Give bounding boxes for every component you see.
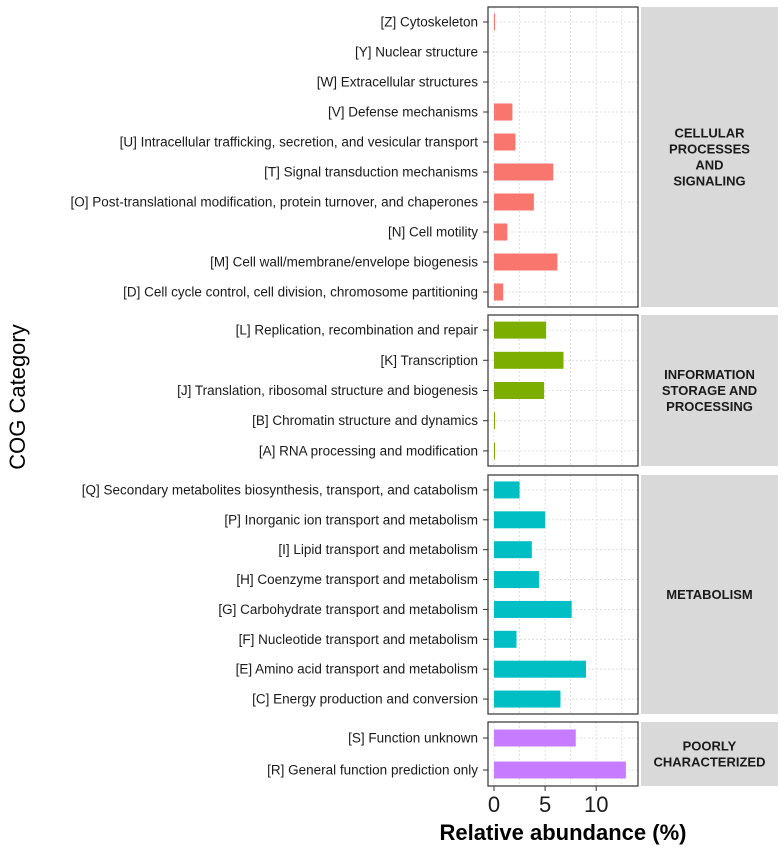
facet-strip-label: CHARACTERIZED [654,755,766,770]
bar-c-energy-production-and-conversion [494,690,561,708]
category-label: [G] Carbohydrate transport and metabolis… [218,602,478,617]
x-axis: 0 5 10 [488,786,608,817]
panel-information-storage-and-processing: [L] Replication, recombination and repai… [177,314,778,467]
category-label: [W] Extracellular structures [317,75,479,90]
category-label: [C] Energy production and conversion [252,692,478,707]
category-label: [A] RNA processing and modification [259,443,478,458]
facet-strip-label: PROCESSES [669,142,750,157]
category-label: [R] General function prediction only [267,763,478,778]
bar-p-inorganic-ion-transport-and-metabolism [494,511,546,529]
facet-strip-label: PROCESSING [666,399,753,414]
bar-e-amino-acid-transport-and-metabolism [494,660,586,678]
bar-z-cytoskeleton [494,13,496,31]
category-label: [F] Nucleotide transport and metabolism [239,632,478,647]
bar-h-coenzyme-transport-and-metabolism [494,571,539,589]
bar-q-secondary-metabolites-biosynthesis-transport-and-catabolism [494,481,520,499]
category-label: [Q] Secondary metabolites biosynthesis, … [82,482,478,497]
panel-border [487,314,639,467]
category-label: [K] Transcription [380,353,478,368]
bar-k-transcription [494,351,564,369]
bar-d-cell-cycle-control-cell-division-chromosome-partitioning [494,283,504,301]
category-label: [Y] Nuclear structure [355,45,478,60]
bar-l-replication-recombination-and-repair [494,321,547,339]
facet-strip-label: INFORMATION [664,367,755,382]
category-label: [O] Post-translational modification, pro… [71,195,479,210]
x-tick-label: 10 [584,792,608,817]
chart-panels: [Z] Cytoskeleton [Y] Nuclear structure [W]… [71,6,778,787]
bar-a-rna-processing-and-modification [494,442,496,460]
bar-n-cell-motility [494,223,508,241]
bar-v-defense-mechanisms [494,103,513,121]
panel-metabolism: [Q] Secondary metabolites biosynthesis, … [82,474,778,715]
facet-strip [641,722,778,786]
panel-border [487,6,639,308]
facet-strip [641,315,778,466]
x-tick-label: 0 [488,792,500,817]
facet-strip [641,7,778,307]
panel-poorly-characterized: [S] Function unknown [R] General function… [267,721,778,787]
facet-strip-label: SIGNALING [673,174,745,189]
category-label: [M] Cell wall/membrane/envelope biogenes… [210,255,478,270]
bar-b-chromatin-structure-and-dynamics [494,412,496,430]
y-axis-title: COG Category [5,324,30,470]
category-label: [S] Function unknown [348,731,478,746]
bar-f-nucleotide-transport-and-metabolism [494,630,517,648]
facet-strip-label: AND [695,158,723,173]
facet-strip [641,475,778,714]
panel-border [487,474,639,715]
category-label: [P] Inorganic ion transport and metaboli… [224,512,478,527]
category-label: [L] Replication, recombination and repai… [236,323,479,338]
category-label: [I] Lipid transport and metabolism [278,542,478,557]
panel-cellular-processes-and-signaling: [Z] Cytoskeleton [Y] Nuclear structure [W]… [71,6,778,308]
bar-r-general-function-prediction-only [494,761,626,779]
category-label: [E] Amino acid transport and metabolism [236,662,478,677]
bar-u-intracellular-trafficking-secretion-and-vesicular-transport [494,133,516,151]
category-label: [N] Cell motility [388,225,478,240]
facet-strip-label: METABOLISM [666,587,752,602]
panel-background [488,475,638,714]
bar-j-translation-ribosomal-structure-and-biogenesis [494,382,545,399]
facet-strip-label: POORLY [683,739,737,754]
facet-strip-label: STORAGE AND [662,383,757,398]
panel-border [487,721,639,787]
category-label: [B] Chromatin structure and dynamics [252,413,478,428]
category-label: [U] Intracellular trafficking, secretion… [120,135,479,150]
bar-g-carbohydrate-transport-and-metabolism [494,600,572,618]
category-label: [J] Translation, ribosomal structure and… [177,383,478,398]
x-axis-title: Relative abundance (%) [440,820,687,845]
bar-s-function-unknown [494,729,576,747]
bar-o-post-translational-modification-protein-turnover-and-chaperones [494,193,534,211]
category-label: [T] Signal transduction mechanisms [264,165,478,180]
facet-strip-label: CELLULAR [674,126,745,141]
bar-t-signal-transduction-mechanisms [494,163,554,181]
category-label: [D] Cell cycle control, cell division, c… [123,285,478,300]
category-label: [H] Coenzyme transport and metabolism [236,572,478,587]
category-label: [Z] Cytoskeleton [380,15,478,30]
bar-i-lipid-transport-and-metabolism [494,541,532,559]
category-label: [V] Defense mechanisms [328,105,478,120]
bar-m-cell-wall-membrane-envelope-biogenesis [494,253,558,271]
x-tick-label: 5 [539,792,551,817]
